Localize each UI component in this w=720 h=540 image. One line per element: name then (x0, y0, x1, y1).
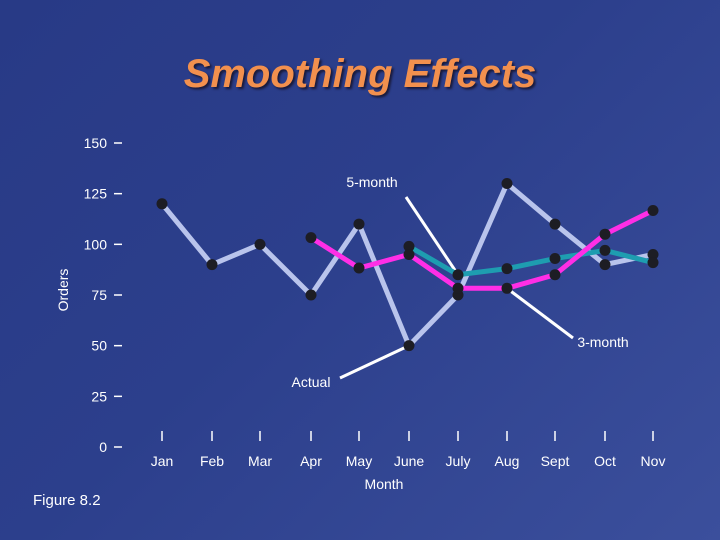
x-tick-label: Mar (248, 453, 272, 469)
x-tick-label: Oct (594, 453, 616, 469)
x-tick-label: Jan (151, 453, 174, 469)
y-tick-label: 50 (91, 338, 107, 354)
x-tick-label: May (346, 453, 372, 469)
figure-caption: Figure 8.2 (33, 492, 101, 509)
data-point-actual (254, 238, 266, 250)
data-point-actual (549, 218, 561, 230)
y-tick-label: 125 (84, 186, 108, 202)
x-tick-label: June (394, 453, 425, 469)
series-line-5-month (406, 243, 656, 278)
data-point-actual (305, 289, 317, 301)
data-point-3-month (647, 204, 659, 216)
y-tick-label: 75 (91, 287, 107, 303)
data-point-actual (403, 340, 415, 352)
data-point-actual (599, 259, 611, 271)
data-point-actual (156, 198, 168, 210)
y-tick-label: 25 (91, 388, 107, 404)
data-point-actual (647, 248, 659, 260)
x-tick-label: Nov (641, 453, 666, 469)
annotation-label: 3-month (577, 334, 628, 350)
x-tick-label: Apr (300, 453, 322, 469)
data-point-actual (353, 218, 365, 230)
annotation-label: Actual (292, 374, 331, 390)
data-point-3-month (501, 282, 513, 294)
series-line-actual (159, 181, 656, 349)
y-tick-label: 150 (84, 135, 108, 151)
data-point-5-month (452, 269, 464, 281)
data-point-3-month (403, 248, 415, 260)
data-point-3-month (353, 262, 365, 274)
y-tick-label: 0 (99, 439, 107, 455)
series-line-3-month (308, 207, 656, 291)
data-point-3-month (549, 269, 561, 281)
data-point-5-month (549, 253, 561, 265)
data-point-3-month (599, 228, 611, 240)
data-point-5-month (647, 257, 659, 269)
x-axis-title: Month (365, 476, 404, 492)
x-tick-label: July (446, 453, 471, 469)
x-tick-label: Aug (495, 453, 520, 469)
annotation-leader-line (404, 196, 460, 276)
annotation-leader-line (506, 287, 574, 340)
x-tick-label: Sept (541, 453, 570, 469)
chart-title: Smoothing Effects (183, 52, 537, 96)
y-tick-label: 100 (84, 236, 108, 252)
annotation-label: 5-month (346, 174, 397, 190)
x-tick-label: Feb (200, 453, 224, 469)
annotation-leader-line (339, 344, 410, 380)
data-point-actual (206, 259, 218, 271)
data-point-3-month (452, 282, 464, 294)
data-point-5-month (403, 240, 415, 252)
data-point-5-month (599, 244, 611, 256)
data-point-5-month (501, 263, 513, 275)
data-point-actual (501, 178, 513, 190)
data-point-3-month (305, 232, 317, 244)
y-axis-title: Orders (55, 269, 71, 312)
